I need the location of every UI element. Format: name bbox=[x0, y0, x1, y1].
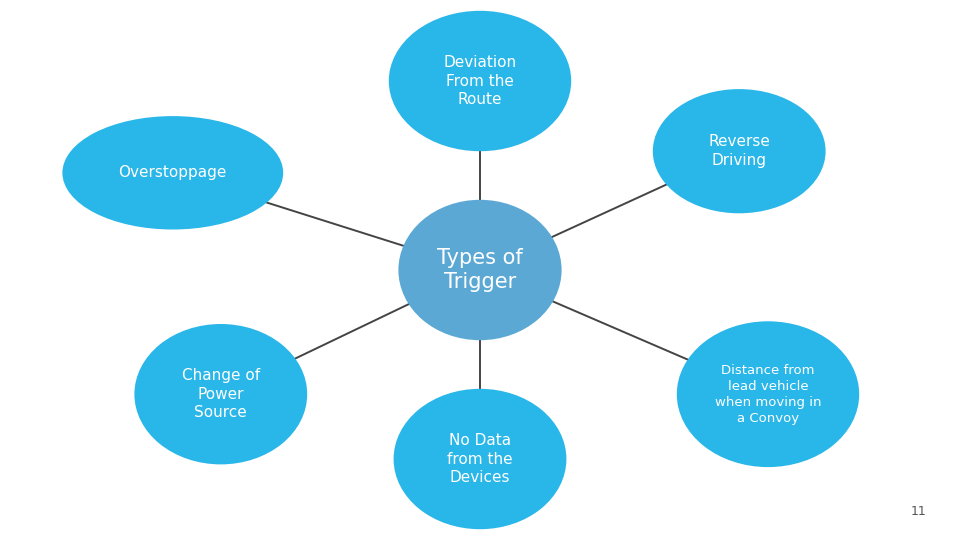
Text: Types of
Trigger: Types of Trigger bbox=[437, 248, 523, 292]
Text: Deviation
From the
Route: Deviation From the Route bbox=[444, 55, 516, 107]
Ellipse shape bbox=[394, 389, 566, 529]
Text: Reverse
Driving: Reverse Driving bbox=[708, 134, 770, 168]
Ellipse shape bbox=[62, 116, 283, 230]
Ellipse shape bbox=[653, 89, 826, 213]
Ellipse shape bbox=[389, 11, 571, 151]
Ellipse shape bbox=[398, 200, 562, 340]
Text: Overstoppage: Overstoppage bbox=[119, 165, 227, 180]
Text: Distance from
lead vehicle
when moving in
a Convoy: Distance from lead vehicle when moving i… bbox=[715, 364, 821, 424]
Ellipse shape bbox=[677, 321, 859, 467]
Ellipse shape bbox=[134, 324, 307, 464]
Text: No Data
from the
Devices: No Data from the Devices bbox=[447, 433, 513, 485]
Text: 11: 11 bbox=[911, 505, 926, 518]
Text: Change of
Power
Source: Change of Power Source bbox=[181, 368, 260, 420]
